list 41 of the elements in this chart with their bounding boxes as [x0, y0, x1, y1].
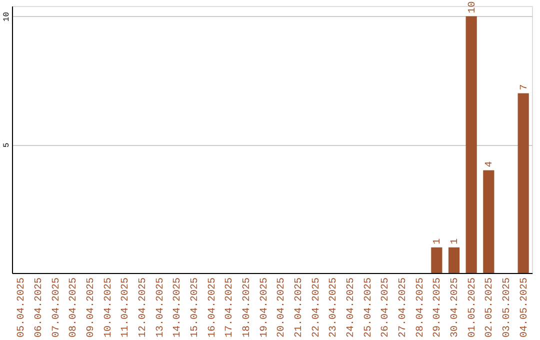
x-tick-label: 13.04.2025 — [155, 278, 166, 338]
x-tick-label: 09.04.2025 — [86, 278, 97, 338]
x-tick-label: 02.05.2025 — [484, 278, 496, 338]
bar — [448, 247, 460, 273]
x-tick-label: 23.04.2025 — [328, 278, 340, 338]
data-label: 1 — [450, 238, 461, 244]
x-tick-label: 14.04.2025 — [172, 278, 184, 338]
x-tick-label: 10.04.2025 — [103, 278, 114, 338]
x-tick-label: 15.04.2025 — [190, 278, 201, 338]
x-tick-label: 01.05.2025 — [467, 278, 478, 338]
data-label: 1 — [432, 238, 444, 244]
x-tick-label: 07.04.2025 — [51, 278, 62, 338]
x-tick-label: 08.04.2025 — [68, 278, 80, 338]
x-tick-label: 30.04.2025 — [450, 278, 461, 338]
x-tick-label: 25.04.2025 — [363, 278, 374, 338]
bar — [483, 170, 494, 273]
x-tick-label: 24.04.2025 — [346, 278, 357, 338]
x-tick-label: 19.04.2025 — [259, 278, 270, 338]
y-tick-label: 5 — [2, 142, 12, 148]
x-tick-label: 18.04.2025 — [242, 278, 253, 338]
x-tick-label: 11.04.2025 — [120, 278, 132, 338]
x-tick-label: 28.04.2025 — [415, 278, 426, 338]
x-tick-label: 27.04.2025 — [398, 278, 409, 338]
data-label: 10 — [467, 1, 478, 14]
x-tick-label: 05.04.2025 — [16, 278, 28, 338]
data-label: 7 — [519, 84, 530, 90]
x-tick-label: 20.04.2025 — [276, 278, 288, 338]
bar — [431, 247, 442, 273]
x-tick-label: 17.04.2025 — [224, 278, 236, 338]
x-tick-label: 03.05.2025 — [502, 278, 513, 338]
bar — [466, 16, 477, 273]
x-tick-label: 21.04.2025 — [294, 278, 305, 338]
x-tick-label: 04.05.2025 — [519, 278, 530, 338]
bar — [518, 93, 529, 273]
x-tick-label: 06.04.2025 — [34, 278, 45, 338]
x-tick-label: 22.04.2025 — [311, 278, 322, 338]
x-tick-label: 16.04.2025 — [207, 278, 218, 338]
x-tick-label: 29.04.2025 — [432, 278, 444, 338]
x-tick-label: 26.04.2025 — [380, 278, 392, 338]
data-label: 4 — [484, 161, 496, 168]
x-tick-label: 12.04.2025 — [138, 278, 149, 338]
